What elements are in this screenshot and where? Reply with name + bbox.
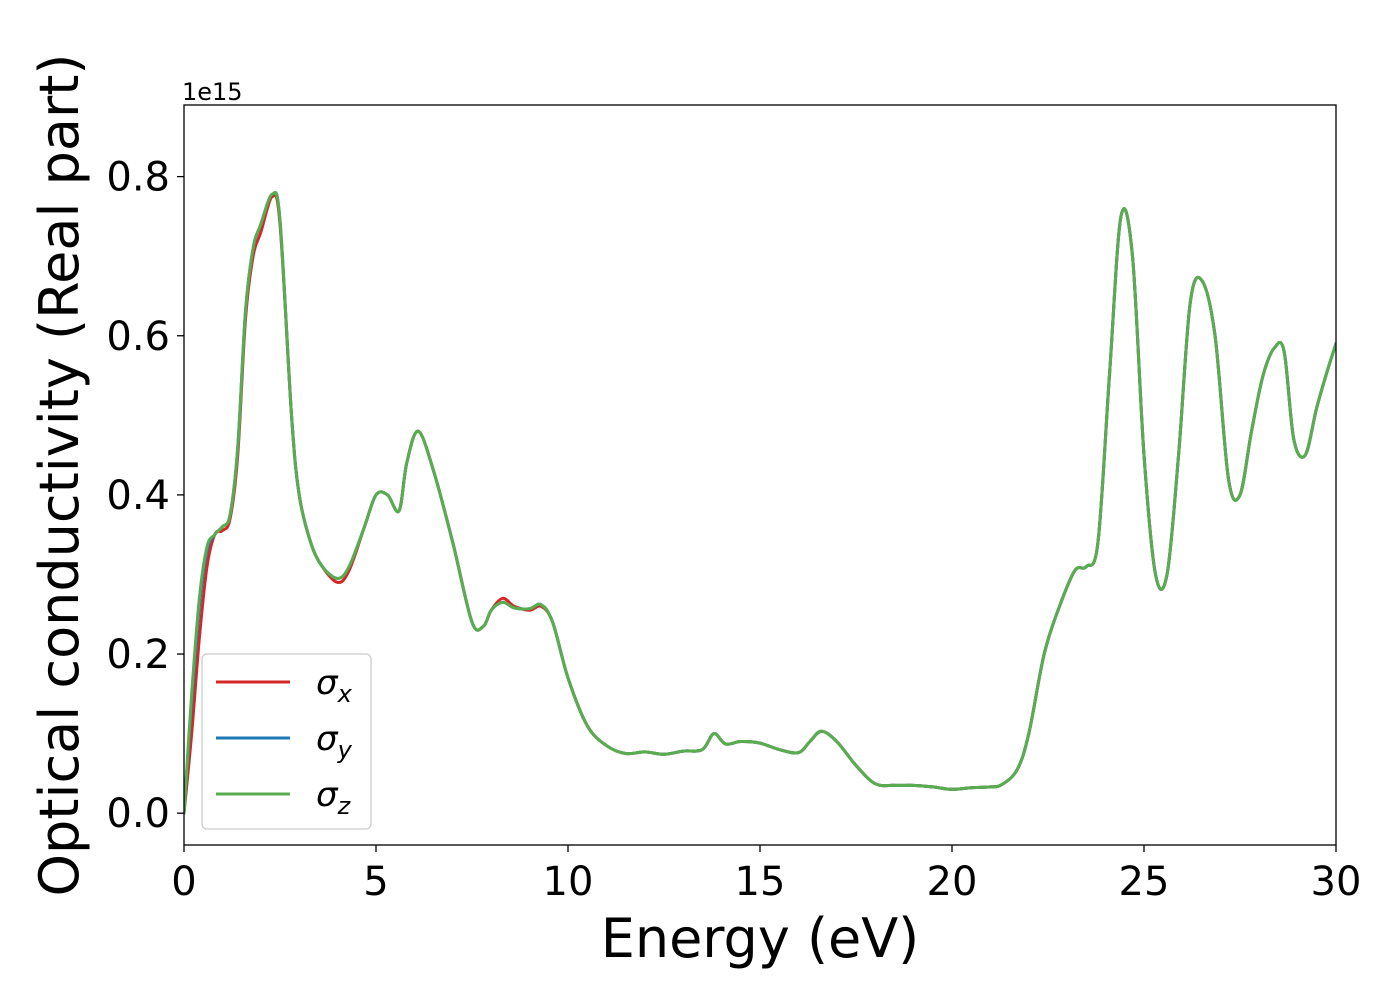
x-tick-label: 0 [171, 859, 196, 905]
series-line-z [184, 190, 1336, 815]
x-tick-label: 30 [1311, 859, 1362, 905]
legend: σx σy σz [201, 653, 372, 830]
legend-label-y: σy [316, 719, 353, 764]
y-axis-label: Optical conductivity (Real part) [28, 54, 91, 897]
x-axis-label: Energy (eV) [601, 907, 920, 970]
x-tick-label: 20 [927, 859, 978, 905]
series-layer [184, 190, 1336, 815]
x-tick-label: 25 [1119, 859, 1170, 905]
y-tick-label: 0.2 [106, 632, 170, 678]
x-tick-labels: 0 5 10 15 20 25 30 [171, 859, 1361, 905]
tick-marks-layer [177, 175, 1337, 852]
legend-box [201, 653, 372, 830]
x-tick-label: 5 [363, 859, 388, 905]
legend-label-z: σz [316, 775, 352, 820]
y-tick-label: 0.6 [106, 314, 170, 360]
x-tick-label: 15 [735, 859, 786, 905]
plot-frame [183, 104, 1337, 846]
legend-label-x: σx [316, 663, 353, 708]
x-tick-label: 10 [543, 859, 594, 905]
y-tick-label: 0.8 [106, 155, 170, 201]
y-tick-labels: 0.0 0.2 0.4 0.6 0.8 [106, 155, 170, 838]
y-tick-label: 0.4 [106, 473, 170, 519]
y-offset-label: 1e15 [182, 78, 243, 106]
y-tick-label: 0.0 [106, 791, 170, 837]
